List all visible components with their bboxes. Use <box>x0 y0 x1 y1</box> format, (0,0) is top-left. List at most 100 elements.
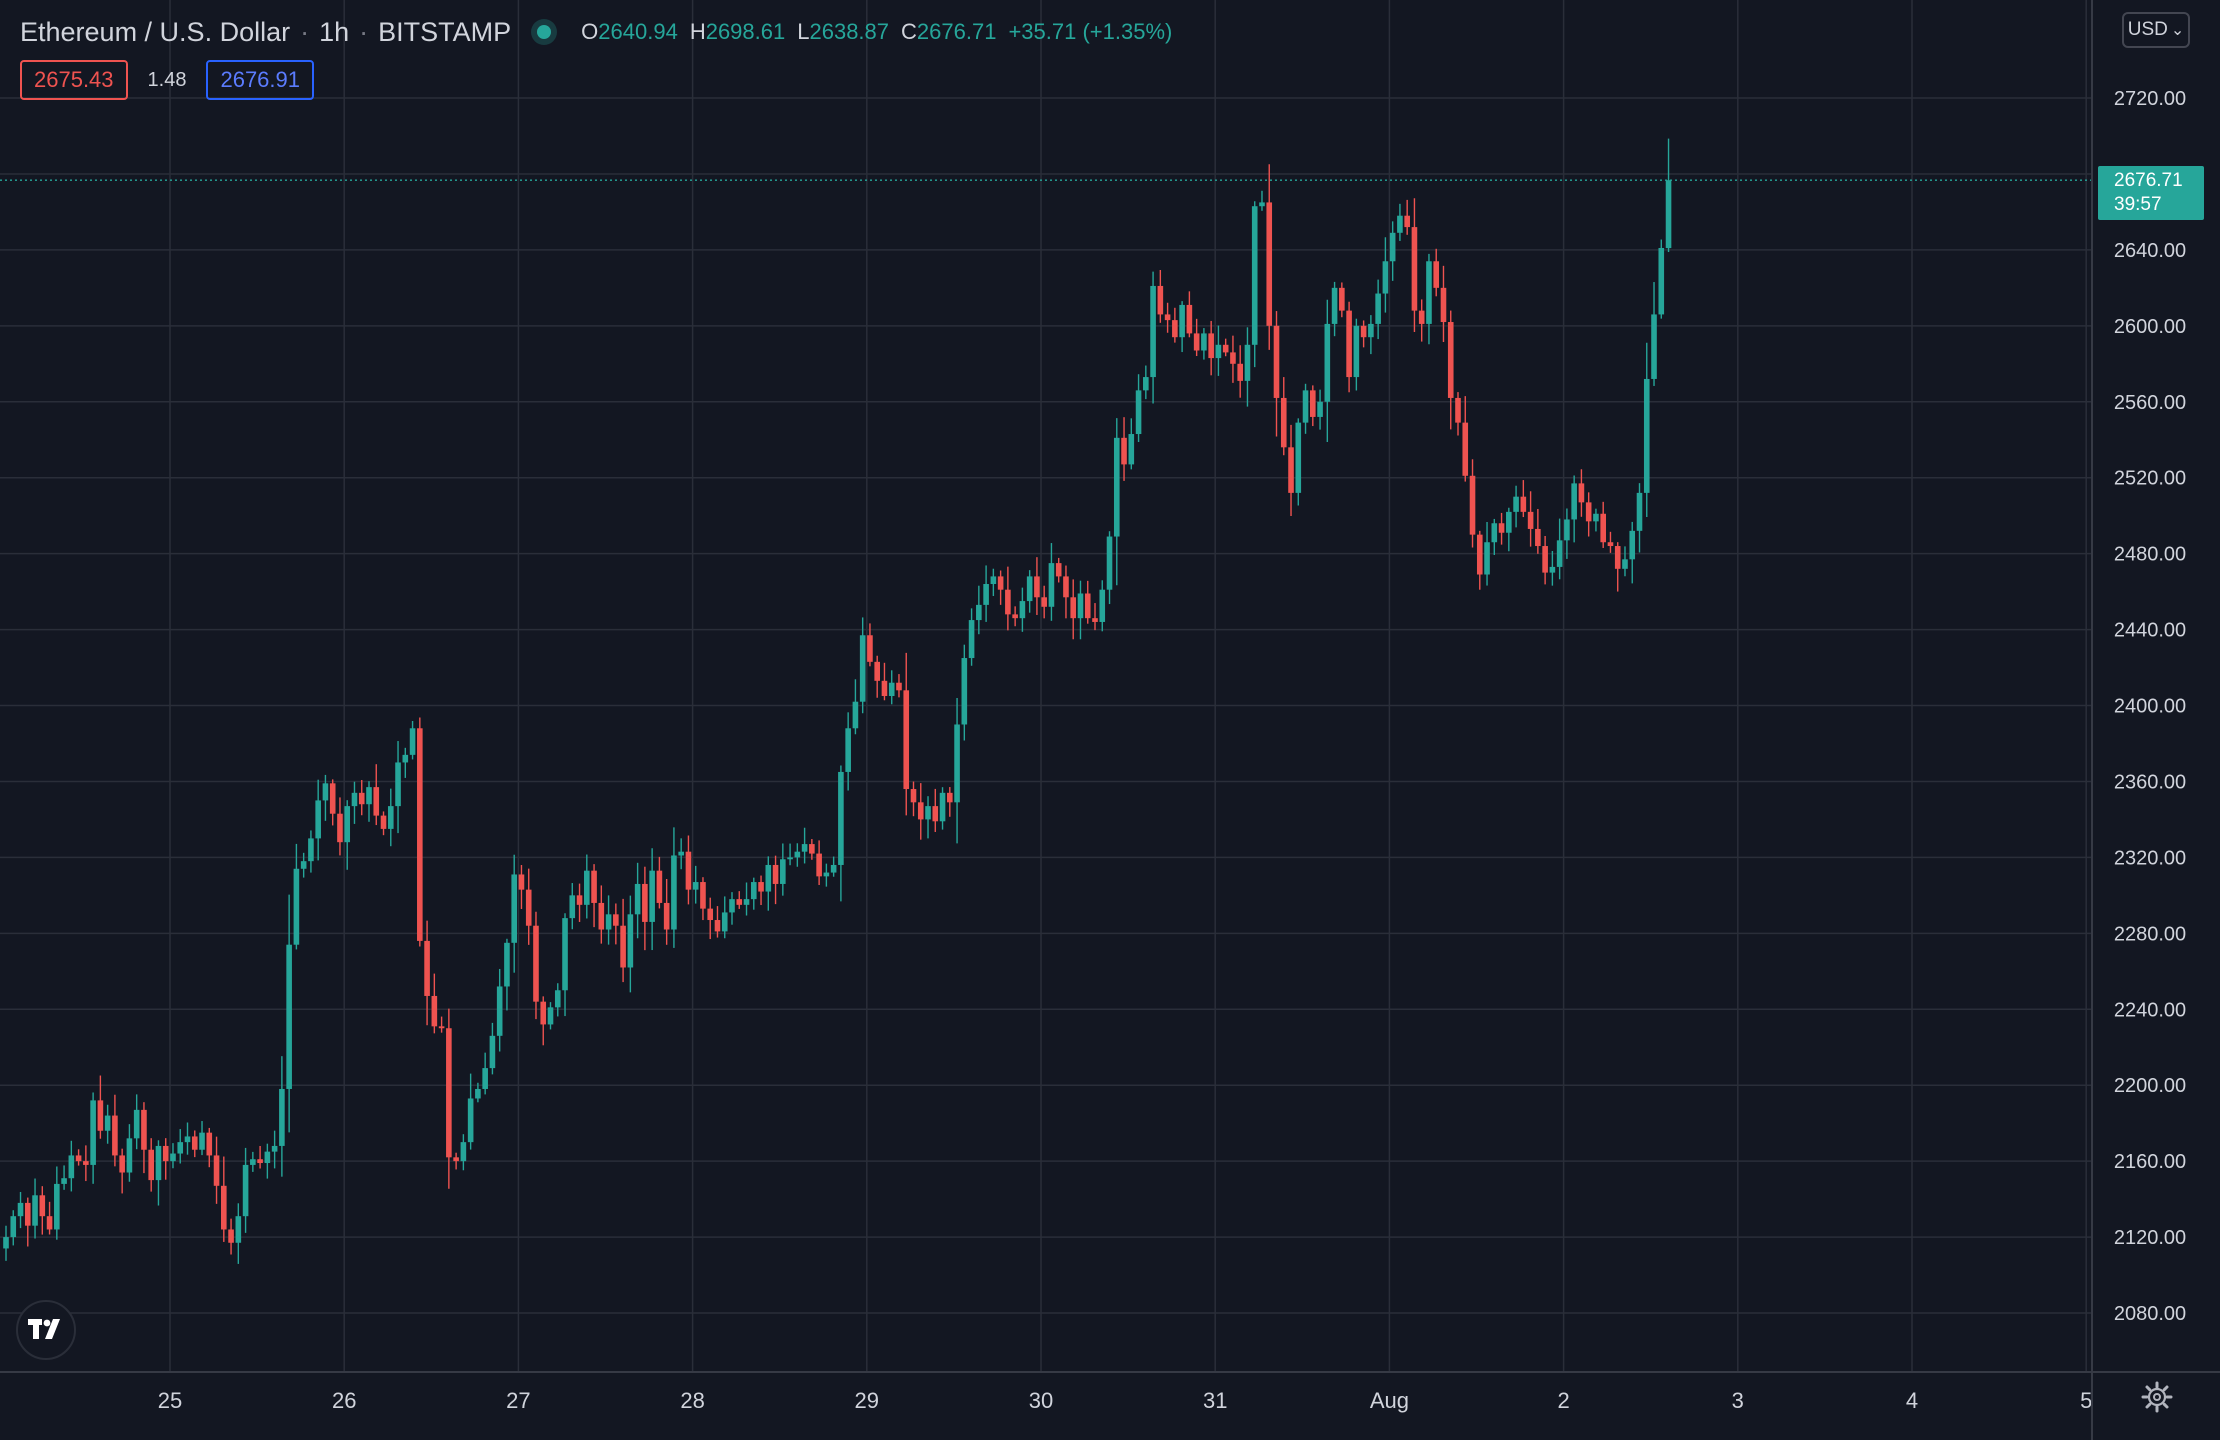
candle-body <box>714 920 721 932</box>
candle <box>475 1082 481 1103</box>
candle <box>961 644 968 741</box>
candle-body <box>1048 563 1055 607</box>
candle <box>1215 325 1222 376</box>
candle-body <box>642 883 648 922</box>
candle <box>939 787 946 830</box>
candle <box>366 781 372 822</box>
gear-icon[interactable] <box>2140 1380 2174 1414</box>
candle <box>729 892 735 925</box>
candle <box>721 896 728 939</box>
candle <box>453 1152 459 1170</box>
candle-body <box>177 1142 184 1154</box>
candle-body <box>1643 378 1650 493</box>
candle <box>68 1140 75 1192</box>
x-tick-label: 31 <box>1203 1388 1227 1413</box>
currency-button[interactable]: USD ⌄ <box>2122 12 2190 48</box>
candle-body <box>758 882 764 892</box>
candle-body <box>1462 422 1469 476</box>
y-tick-label: 2720.00 <box>2114 88 2186 110</box>
candle-body <box>925 806 931 820</box>
candle <box>750 877 757 910</box>
candle-body <box>620 925 626 968</box>
candle-body <box>54 1183 60 1230</box>
candle-body <box>569 895 576 919</box>
buy-button[interactable]: 2676.91 <box>206 60 314 100</box>
candle-body <box>1055 563 1062 577</box>
candle <box>954 697 960 844</box>
candle-body <box>373 787 380 816</box>
candle-body <box>1382 261 1389 294</box>
candle-body <box>155 1145 162 1181</box>
tradingview-logo-icon[interactable] <box>16 1300 76 1360</box>
candle <box>983 565 989 622</box>
candle <box>1150 271 1156 404</box>
candle-body <box>1251 206 1258 345</box>
candle-body <box>511 874 517 943</box>
candle-body <box>1092 618 1098 622</box>
x-tick-label: 2 <box>1557 1388 1569 1413</box>
candle <box>685 835 692 905</box>
candle-body <box>932 806 939 822</box>
candle-body <box>286 944 292 1089</box>
candle <box>1106 531 1113 605</box>
candle-body <box>358 792 365 805</box>
candle <box>97 1075 104 1139</box>
x-tick-label: 28 <box>680 1388 704 1413</box>
y-tick-label: 2120.00 <box>2114 1227 2186 1249</box>
symbol-header: Ethereum / U.S. Dollar · 1h · BITSTAMP O… <box>20 12 1172 52</box>
candle <box>1157 269 1164 323</box>
candle <box>24 1197 31 1247</box>
candle <box>830 856 837 877</box>
candle <box>605 895 612 945</box>
candle <box>1375 279 1381 340</box>
spread-value: 1.48 <box>147 68 187 91</box>
candle <box>228 1218 234 1255</box>
ohlc-open: O2640.94 <box>581 19 678 44</box>
interval-label[interactable]: 1h <box>319 16 350 47</box>
candle <box>1237 345 1243 398</box>
candle-body <box>1280 397 1287 448</box>
candle-body <box>750 882 757 900</box>
candle-body <box>1469 475 1476 535</box>
candle <box>547 1002 554 1030</box>
candle <box>881 662 888 701</box>
candle-body <box>838 771 844 865</box>
candle-body <box>279 1088 285 1146</box>
exchange-label: BITSTAMP <box>378 16 512 47</box>
sell-button[interactable]: 2675.43 <box>20 60 128 100</box>
candle <box>888 670 895 705</box>
candle <box>663 879 670 945</box>
candle <box>1447 310 1454 430</box>
candle <box>838 765 844 902</box>
candle-body <box>780 859 786 884</box>
candle-body <box>1484 542 1490 575</box>
candle-body <box>867 635 873 662</box>
candle <box>424 920 430 1026</box>
candle-body <box>32 1195 38 1226</box>
candle-body <box>1070 597 1077 619</box>
candle <box>867 623 873 667</box>
candle-body <box>293 868 300 945</box>
candle-body <box>1331 287 1338 324</box>
candle-body <box>1084 593 1091 619</box>
candle-body <box>213 1155 220 1186</box>
candle-body <box>1099 589 1106 622</box>
candle-body <box>983 584 989 605</box>
candle-body <box>1208 333 1214 359</box>
candle-body <box>1026 576 1033 602</box>
symbol-name[interactable]: Ethereum / U.S. Dollar <box>20 16 291 47</box>
quote-panel: 2675.43 1.48 2676.91 <box>20 60 314 100</box>
y-tick-label: 2200.00 <box>2114 1075 2186 1097</box>
candle-body <box>1476 534 1483 575</box>
candle <box>649 848 655 951</box>
candle-body <box>112 1115 118 1156</box>
candle-body <box>467 1098 474 1143</box>
candle-body <box>947 792 953 803</box>
candle <box>1643 342 1650 517</box>
candle-body <box>1259 202 1265 207</box>
candle <box>874 655 880 698</box>
candle <box>242 1147 249 1233</box>
candle-body <box>823 872 830 877</box>
candle-body <box>191 1136 198 1150</box>
